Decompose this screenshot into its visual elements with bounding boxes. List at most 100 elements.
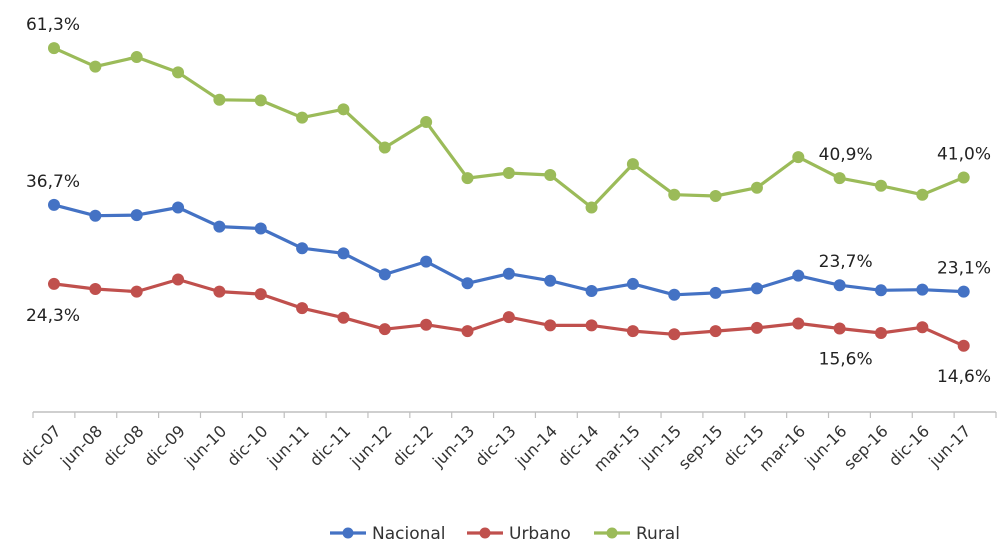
data-label: 14,6% (937, 367, 991, 387)
data-point-nacional (461, 277, 474, 290)
data-point-nacional (544, 274, 557, 287)
data-point-nacional (213, 220, 226, 233)
data-point-nacional (833, 279, 846, 292)
data-label: 61,3% (26, 15, 80, 35)
data-point-urbano (48, 277, 60, 290)
data-point-urbano (172, 273, 185, 286)
data-point-nacional (626, 277, 639, 290)
data-point-nacional (254, 222, 267, 235)
x-tick-label: jun-08 (56, 421, 106, 471)
data-point-nacional (668, 288, 681, 301)
legend-label: Nacional (372, 524, 446, 544)
data-label: 41,0% (937, 145, 991, 165)
data-points (48, 42, 970, 352)
data-point-urbano (709, 325, 722, 338)
data-point-rural (172, 66, 185, 79)
data-label: 23,1% (937, 259, 991, 279)
data-point-urbano (130, 285, 143, 298)
data-point-nacional (709, 286, 722, 299)
data-point-nacional (750, 282, 763, 295)
x-tick-label: sep-15 (674, 421, 726, 473)
x-tick-label: jun-10 (180, 421, 230, 471)
legend-item-urbano: Urbano (467, 524, 571, 544)
data-point-urbano (337, 311, 350, 324)
data-point-urbano (461, 325, 474, 338)
data-point-nacional (957, 285, 970, 298)
data-point-rural (957, 171, 970, 184)
series-line-nacional (53, 203, 964, 297)
data-point-urbano (213, 285, 226, 298)
data-point-nacional (378, 268, 391, 281)
legend-marker (342, 527, 354, 539)
data-point-nacional (89, 209, 102, 222)
data-point-nacional (585, 284, 598, 297)
x-tick-label: jun-17 (924, 421, 974, 471)
x-tick-label: mar-16 (755, 421, 809, 475)
data-label: 40,9% (819, 145, 873, 165)
data-point-rural (709, 189, 722, 202)
data-point-rural (502, 167, 515, 180)
x-tick-label: jun-14 (511, 421, 561, 471)
data-point-rural (668, 188, 681, 201)
data-point-rural (48, 42, 60, 55)
data-label: 36,7% (26, 172, 80, 192)
data-point-urbano (544, 319, 557, 332)
data-point-urbano (875, 327, 887, 340)
data-point-rural (626, 158, 639, 171)
data-point-urbano (750, 321, 763, 334)
data-label: 24,3% (26, 306, 80, 326)
legend-item-nacional: Nacional (330, 524, 446, 544)
data-point-urbano (89, 283, 102, 296)
data-point-urbano (378, 323, 391, 336)
data-point-rural (750, 181, 763, 194)
x-tick-label: jun-13 (428, 421, 478, 471)
data-point-urbano (420, 318, 433, 331)
data-point-nacional (48, 198, 60, 211)
data-point-rural (544, 168, 557, 181)
data-point-rural (254, 94, 267, 107)
x-tick-label: dic-09 (140, 421, 188, 469)
data-annotations: 61,3% 36,7% 24,3% 40,9% 23,7% 15,6% 41,0% 23,1%… (26, 15, 991, 387)
data-point-urbano (585, 319, 598, 332)
series-lines (53, 46, 965, 348)
data-point-nacional (337, 247, 350, 260)
data-label: 15,6% (819, 350, 873, 370)
x-tick-label: jun-12 (346, 421, 396, 471)
legend-item-rural: Rural (594, 524, 680, 544)
data-point-rural (378, 141, 391, 154)
data-point-urbano (957, 339, 970, 352)
x-tick-label: dic-08 (99, 421, 147, 469)
data-point-nacional (792, 269, 805, 282)
x-tick-label: dic-11 (306, 421, 354, 469)
x-axis (32, 411, 997, 418)
x-tick-label: sep-16 (840, 421, 892, 473)
data-point-urbano (502, 311, 515, 324)
x-tick-label: dic-07 (16, 421, 64, 469)
data-point-urbano (254, 288, 267, 301)
x-tick-label: mar-15 (590, 421, 644, 475)
data-label: 23,7% (819, 252, 873, 272)
legend-marker (606, 527, 618, 539)
series-line-rural (53, 46, 965, 210)
data-point-urbano (668, 328, 681, 341)
data-point-nacional (916, 283, 929, 296)
data-point-urbano (296, 302, 309, 315)
data-point-urbano (626, 325, 639, 338)
legend-label: Rural (636, 524, 680, 544)
data-point-rural (585, 201, 598, 214)
data-point-rural (130, 51, 143, 64)
data-point-nacional (875, 284, 887, 297)
data-point-urbano (792, 317, 805, 330)
data-point-nacional (420, 255, 433, 268)
data-point-rural (213, 93, 226, 106)
data-point-rural (420, 116, 433, 129)
x-tick-label: dic-16 (885, 421, 933, 469)
data-point-rural (916, 188, 929, 201)
data-point-nacional (130, 209, 143, 222)
x-tick-label: dic-12 (389, 421, 437, 469)
data-point-rural (296, 111, 309, 124)
x-tick-label: dic-13 (471, 421, 519, 469)
x-tick-label: dic-10 (223, 421, 271, 469)
